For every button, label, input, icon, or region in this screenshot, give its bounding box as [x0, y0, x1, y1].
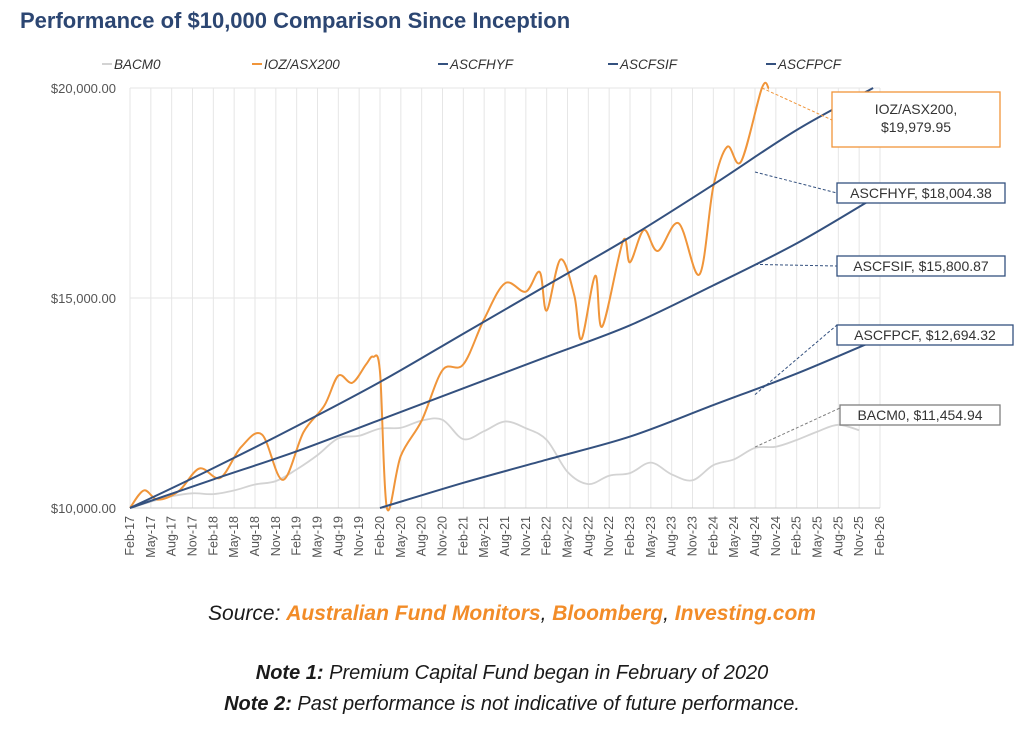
x-tick-label: Feb-23 [623, 516, 637, 556]
legend-item-bacm0: BACM0 [102, 57, 161, 72]
x-tick-label: Nov-22 [602, 516, 616, 556]
x-tick-label: Aug-23 [665, 516, 679, 556]
annotation-label-line: ASCFSIF, $15,800.87 [853, 258, 989, 274]
annotation-ioz-asx200: IOZ/ASX200, $19,979.95 [761, 87, 1001, 148]
annotation-box [836, 324, 1014, 346]
note-2-label: Note 2: [224, 693, 292, 715]
x-tick-label: Aug-25 [831, 516, 845, 556]
source-afm: Australian Fund Monitors [286, 602, 541, 625]
chart-svg: Performance of $10,000 Comparison Since … [20, 8, 1014, 558]
series-line-ascfhyf [129, 87, 874, 509]
note-2-text: Past performance is not indicative of fu… [291, 693, 800, 715]
annotation-box [836, 182, 1006, 204]
legend-item-ascfsif: ASCFSIF [608, 57, 678, 72]
legend-item-ioz-asx200: IOZ/ASX200 [252, 57, 340, 72]
x-tick-label: Aug-18 [248, 516, 262, 556]
x-tick-label: May-23 [644, 516, 658, 558]
annotation-leader [754, 263, 838, 267]
annotation-label: BACM0, $11,454.94 [857, 407, 982, 423]
chart-title: Performance of $10,000 Comparison Since … [20, 8, 570, 33]
x-tick-label: Feb-26 [873, 516, 887, 556]
annotation-bacm0: BACM0, $11,454.94 [754, 404, 1001, 448]
x-tick-label: Aug-21 [498, 516, 512, 556]
annotation-label-line: $19,979.95 [881, 119, 951, 135]
legend-label: ASCFHYF [449, 57, 514, 72]
annotation-label: ASCFPCF, $12,694.32 [854, 327, 996, 343]
x-tick-label: May-20 [394, 516, 408, 558]
x-tick-label: May-24 [727, 516, 741, 558]
source-bloomberg: Bloomberg [552, 602, 664, 625]
x-tick-label: Feb-21 [456, 516, 470, 556]
x-tick-label: Nov-23 [686, 516, 700, 556]
annotation-label-line: IOZ/ASX200, [875, 101, 957, 117]
x-tick-label: Feb-22 [540, 516, 554, 556]
performance-chart: Performance of $10,000 Comparison Since … [20, 8, 1014, 558]
annotation-leader [761, 87, 833, 121]
annotation-ascfhyf: ASCFHYF, $18,004.38 [754, 171, 1006, 204]
y-tick-label: $20,000.00 [51, 81, 116, 96]
legend-label: ASCFPCF [777, 57, 842, 72]
x-tick-label: May-18 [227, 516, 241, 558]
legend-label: IOZ/ASX200 [264, 57, 340, 72]
annotation-leader [754, 171, 838, 194]
x-tick-label: Nov-20 [436, 516, 450, 556]
x-tick-label: Aug-17 [165, 516, 179, 556]
y-tick-label: $15,000.00 [51, 291, 116, 306]
annotation-label: ASCFHYF, $18,004.38 [850, 185, 992, 201]
x-tick-label: Nov-17 [186, 516, 200, 556]
x-tick-label: Nov-21 [519, 516, 533, 556]
x-tick-label: May-25 [811, 516, 825, 558]
x-tick-label: Feb-25 [790, 516, 804, 556]
note-1-text: Premium Capital Fund began in February o… [323, 662, 769, 684]
x-tick-label: Feb-24 [706, 516, 720, 556]
x-tick-label: Nov-19 [352, 516, 366, 556]
source-prefix: Source: [208, 602, 287, 625]
annotation-label: IOZ/ASX200, $19,979.95 [875, 101, 957, 135]
legend-item-ascfpcf: ASCFPCF [766, 57, 842, 72]
y-tick-label: $10,000.00 [51, 501, 116, 516]
series-line-ascfsif [129, 197, 874, 509]
source-investing: Investing.com [674, 602, 816, 625]
x-tick-label: Nov-18 [269, 516, 283, 556]
legend-item-ascfhyf: ASCFHYF [438, 57, 514, 72]
legend-label: ASCFSIF [619, 57, 678, 72]
x-tick-label: May-21 [477, 516, 491, 558]
note-1: Note 1: Premium Capital Fund began in Fe… [0, 662, 1024, 685]
x-tick-label: Feb-20 [373, 516, 387, 556]
x-tick-label: Feb-19 [290, 516, 304, 556]
x-tick-label: Feb-17 [123, 516, 137, 556]
annotation-ascfpcf: ASCFPCF, $12,694.32 [754, 324, 1014, 395]
annotation-label-line: ASCFHYF, $18,004.38 [850, 185, 992, 201]
annotation-label-line: ASCFPCF, $12,694.32 [854, 327, 996, 343]
x-tick-label: Nov-25 [852, 516, 866, 556]
annotation-leader [754, 324, 838, 395]
legend-label: BACM0 [114, 57, 161, 72]
source-line: Source: Australian Fund Monitors, Bloomb… [208, 602, 816, 625]
x-tick-label: May-19 [311, 516, 325, 558]
x-tick-label: Nov-24 [769, 516, 783, 556]
x-tick-label: Aug-19 [331, 516, 345, 556]
x-tick-label: Aug-22 [581, 516, 595, 556]
note-1-label: Note 1: [255, 662, 324, 684]
annotation-label-line: BACM0, $11,454.94 [857, 407, 982, 423]
annotation-box [836, 255, 1006, 277]
x-tick-label: May-17 [144, 516, 158, 558]
note-2: Note 2: Past performance is not indicati… [0, 693, 1024, 716]
annotation-leader [754, 407, 841, 448]
annotation-label: ASCFSIF, $15,800.87 [853, 258, 989, 274]
x-tick-label: Feb-18 [206, 516, 220, 556]
annotation-box [831, 91, 1001, 148]
series-line-ascfpcf [379, 340, 874, 509]
x-tick-label: Aug-20 [415, 516, 429, 556]
series-line-ioz-asx200 [129, 81, 770, 512]
x-tick-label: May-22 [561, 516, 575, 558]
series-line-bacm0 [129, 417, 860, 509]
annotation-box [839, 404, 1001, 426]
x-tick-label: Aug-24 [748, 516, 762, 556]
annotation-ascfsif: ASCFSIF, $15,800.87 [754, 255, 1006, 277]
